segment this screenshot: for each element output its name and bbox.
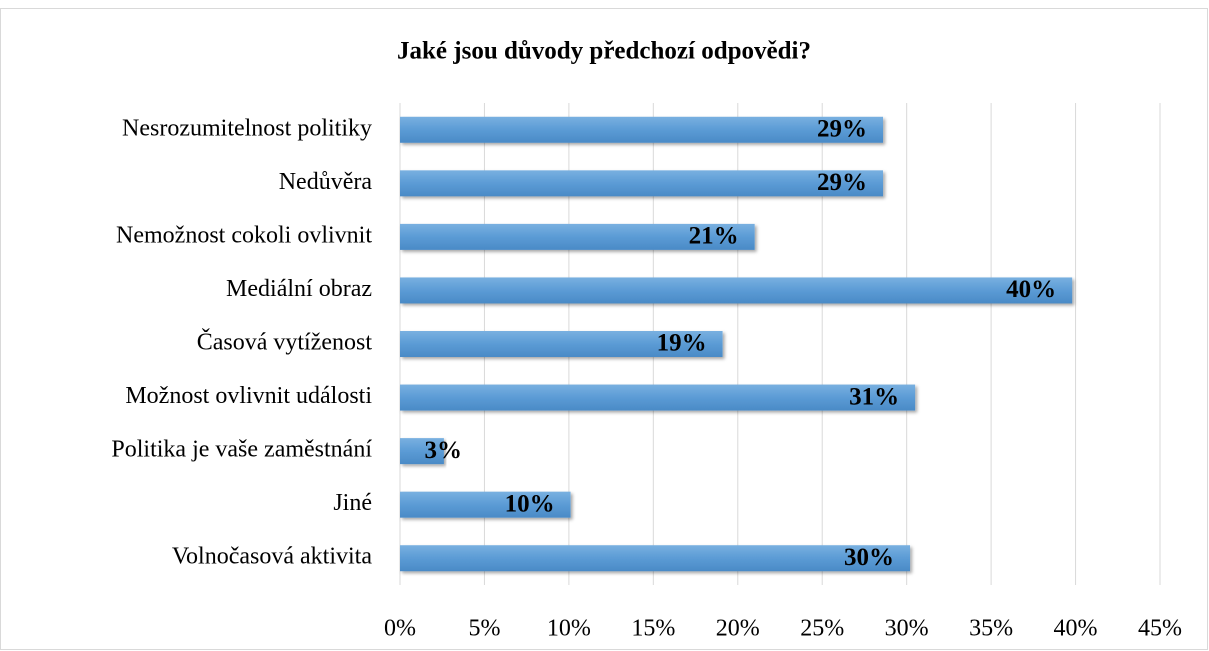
bar xyxy=(400,170,884,197)
y-tick-label: Mediální obraz xyxy=(226,276,372,302)
data-label: 3% xyxy=(425,437,463,464)
data-label: 19% xyxy=(657,330,707,357)
x-tick-label: 10% xyxy=(547,616,591,642)
bar xyxy=(400,438,444,465)
x-tick-label: 30% xyxy=(885,616,929,642)
data-label: 10% xyxy=(505,490,555,517)
bar xyxy=(400,384,916,411)
data-label: 29% xyxy=(817,169,867,196)
bar xyxy=(400,491,571,518)
y-tick-label: Nemožnost cokoli ovlivnit xyxy=(116,222,372,248)
x-tick-label: 20% xyxy=(716,616,760,642)
data-label: 21% xyxy=(689,223,739,250)
data-label: 29% xyxy=(817,116,867,143)
x-tick-label: 0% xyxy=(384,616,416,642)
bar xyxy=(400,277,1073,304)
data-label: 31% xyxy=(849,383,899,410)
bar xyxy=(400,331,723,357)
x-tick-label: 25% xyxy=(800,616,844,642)
data-label: 30% xyxy=(844,544,894,571)
chart-title: Jaké jsou důvody předchozí odpovědi? xyxy=(397,38,811,65)
x-tick-label: 40% xyxy=(1054,616,1098,642)
y-tick-label: Časová vytíženost xyxy=(197,329,373,356)
bar xyxy=(400,545,911,572)
y-tick-label: Nedůvěra xyxy=(279,169,373,195)
y-tick-label: Nesrozumitelnost politiky xyxy=(122,115,372,141)
x-tick-label: 5% xyxy=(468,616,500,642)
chart-frame xyxy=(0,8,1208,650)
x-tick-label: 45% xyxy=(1138,616,1182,642)
bar xyxy=(400,223,755,250)
data-label: 40% xyxy=(1006,276,1056,303)
bar xyxy=(400,116,884,143)
y-tick-label: Jiné xyxy=(333,490,372,516)
y-tick-label: Volnočasová aktivita xyxy=(172,544,373,570)
y-tick-label: Možnost ovlivnit události xyxy=(125,383,372,409)
x-tick-label: 35% xyxy=(969,616,1013,642)
y-tick-label: Politika je vaše zaměstnání xyxy=(111,437,372,463)
x-tick-label: 15% xyxy=(631,616,675,642)
